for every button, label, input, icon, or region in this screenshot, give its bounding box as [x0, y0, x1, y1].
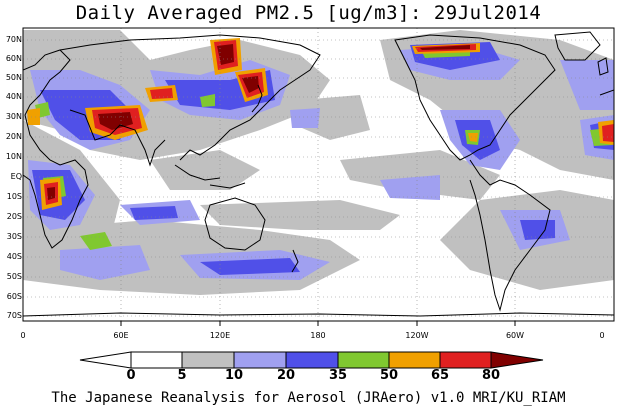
colorbar-label: 20 — [276, 368, 296, 383]
lat-label: 20S — [6, 212, 22, 221]
lat-label: 20N — [5, 132, 22, 141]
dataset-credit: The Japanese Reanalysis for Aerosol (JRA… — [51, 390, 566, 406]
pm25-field — [23, 30, 614, 295]
colorbar-label: 35 — [328, 368, 348, 383]
colorbar-segment-10-20 — [233, 351, 287, 369]
lon-label: 60E — [113, 331, 129, 340]
coastlines — [23, 31, 614, 317]
lat-label: EQ — [10, 172, 22, 181]
map-title: Daily Averaged PM2.5 [ug/m3]: 29Jul2014 — [75, 2, 542, 24]
colorbar-label: 80 — [481, 368, 501, 383]
colorbar-label: 10 — [224, 368, 244, 383]
lon-label: 180 — [310, 331, 326, 340]
lon-label: 0 — [20, 331, 26, 340]
lon-label: 0 — [599, 331, 605, 340]
lat-label: 40N — [5, 92, 22, 101]
colorbar-label: 0 — [126, 368, 136, 383]
colorbar-segment-low — [79, 351, 132, 369]
lat-label: 50S — [6, 272, 22, 281]
lat-label: 10N — [5, 152, 22, 161]
colorbar — [79, 351, 544, 369]
lat-label: 60N — [5, 54, 22, 63]
lon-label: 120E — [209, 331, 231, 340]
graticule — [23, 28, 614, 321]
lat-label: 30S — [6, 232, 22, 241]
colorbar-segment-high — [490, 351, 544, 369]
colorbar-label: 65 — [430, 368, 450, 383]
colorbar-label: 50 — [379, 368, 399, 383]
lat-label: 50N — [5, 73, 22, 82]
lat-label: 70N — [5, 35, 22, 44]
colorbar-label: 5 — [177, 368, 187, 383]
lat-label: 40S — [6, 252, 22, 261]
tick-marks — [120, 321, 516, 326]
colorbar-segment-50-65 — [388, 351, 441, 369]
lon-label: 120W — [405, 331, 429, 340]
colorbar-segment-20-35 — [285, 351, 339, 369]
lat-label: 60S — [6, 292, 22, 301]
lon-label: 60W — [505, 331, 525, 340]
colorbar-segment-35-50 — [337, 351, 390, 369]
lat-label: 70S — [6, 311, 22, 320]
colorbar-segment-65-80 — [439, 351, 492, 369]
lat-label: 30N — [5, 112, 22, 121]
colorbar-segment-0-5 — [130, 351, 183, 369]
colorbar-segment-5-10 — [181, 351, 235, 369]
lat-label: 10S — [6, 192, 22, 201]
